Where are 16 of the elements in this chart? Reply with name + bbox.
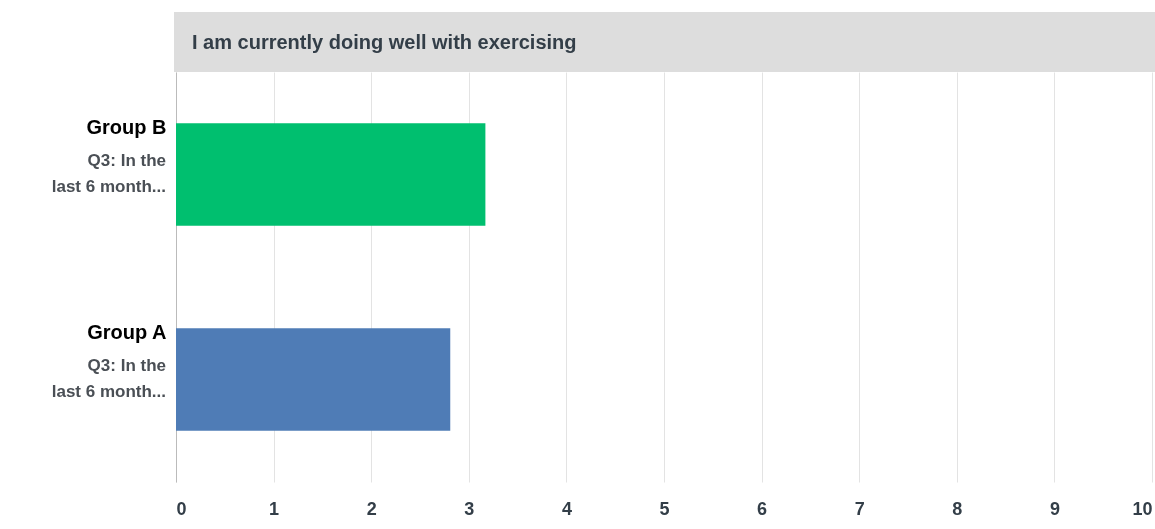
x-tick-label: 8: [952, 498, 963, 519]
text: Q3: In the last 6 month...: [51, 355, 166, 401]
x-tick-label: 1: [269, 498, 280, 519]
x-tick-label: 10: [1132, 498, 1153, 519]
text: Q3: In the last 6 month...: [51, 150, 166, 196]
x-tick-label: 5: [659, 498, 670, 519]
x-tick-label: 2: [366, 498, 377, 519]
x-tick-label: 7: [854, 498, 865, 519]
x-tick-label: 6: [757, 498, 768, 519]
x-tick-label: 3: [464, 498, 475, 519]
x-tick-label: 9: [1049, 498, 1060, 519]
chart-title: I am currently doing well with exercising: [174, 12, 1155, 72]
y-tick-label: Group A: [87, 320, 167, 343]
y-tick-label: Group B: [86, 115, 167, 138]
x-tick-label: 0: [176, 498, 187, 519]
x-tick-label: 4: [561, 498, 572, 519]
